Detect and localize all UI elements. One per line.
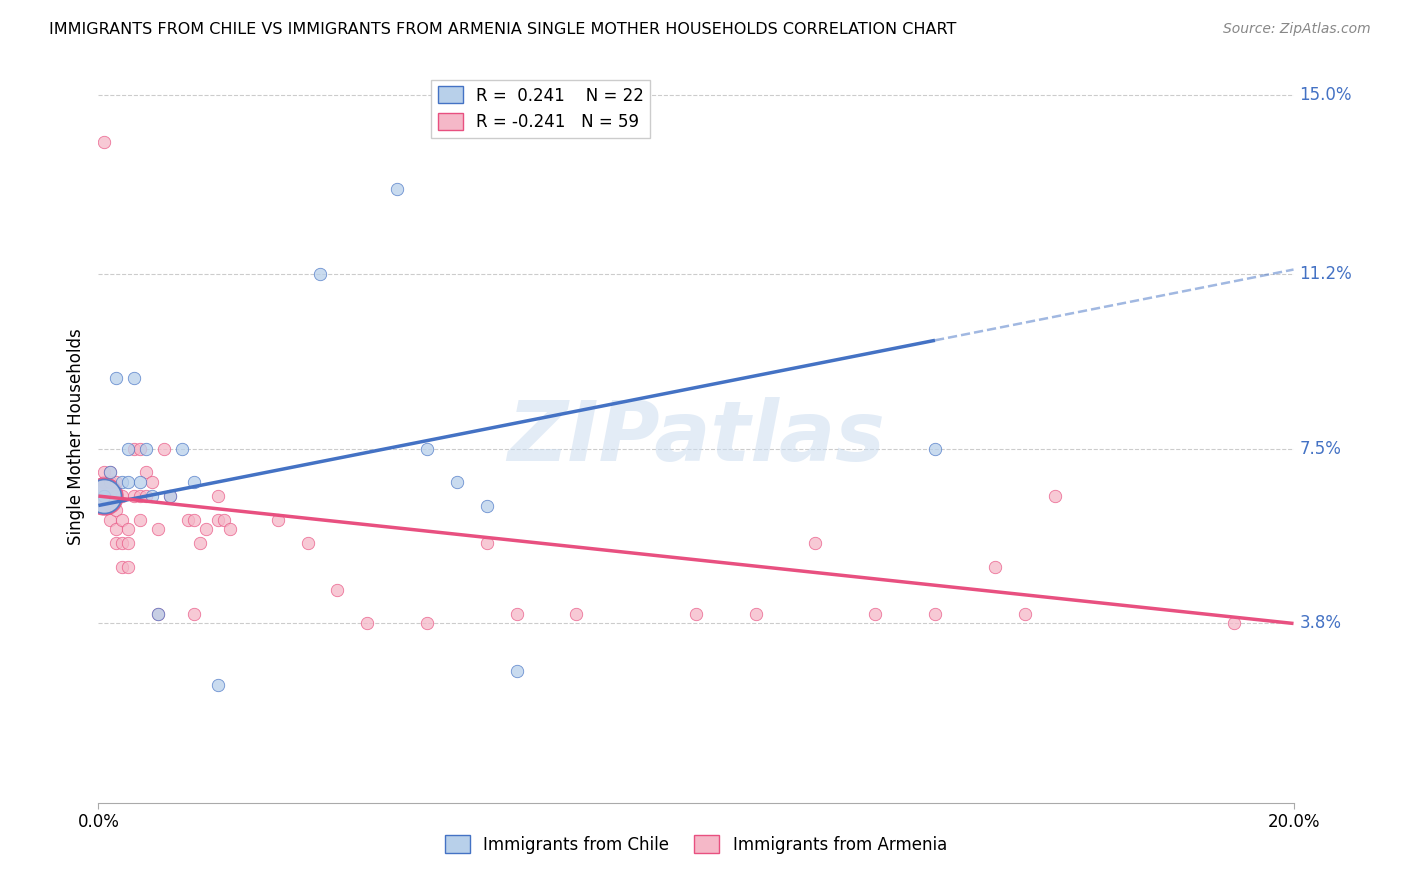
Point xyxy=(141,475,163,489)
Point xyxy=(183,607,205,621)
Point xyxy=(207,513,229,527)
Point xyxy=(111,489,134,503)
Point xyxy=(98,489,122,503)
Point xyxy=(219,522,242,536)
Point xyxy=(111,536,134,550)
Point xyxy=(93,489,115,503)
Text: 7.5%: 7.5% xyxy=(1299,440,1341,458)
Point xyxy=(297,536,319,550)
Point xyxy=(98,466,122,480)
Point xyxy=(93,489,115,503)
Point xyxy=(172,442,194,456)
Point xyxy=(111,559,134,574)
Point xyxy=(416,616,439,631)
Point xyxy=(385,182,409,196)
Point xyxy=(124,489,146,503)
Text: 11.2%: 11.2% xyxy=(1299,265,1353,284)
Point xyxy=(124,371,146,385)
Point xyxy=(183,513,205,527)
Point xyxy=(207,678,229,692)
Point xyxy=(93,475,115,489)
Y-axis label: Single Mother Households: Single Mother Households xyxy=(66,329,84,545)
Point xyxy=(141,489,163,503)
Point xyxy=(129,513,152,527)
Point xyxy=(129,475,152,489)
Point xyxy=(135,466,157,480)
Point xyxy=(177,513,200,527)
Point xyxy=(308,267,330,281)
Point xyxy=(98,513,122,527)
Point xyxy=(506,607,529,621)
Point xyxy=(93,489,115,503)
Point xyxy=(416,442,439,456)
Point xyxy=(565,607,588,621)
Point xyxy=(212,513,235,527)
Point xyxy=(105,475,128,489)
Point xyxy=(117,522,139,536)
Point xyxy=(111,513,134,527)
Point xyxy=(105,522,128,536)
Point xyxy=(105,489,128,503)
Point xyxy=(117,442,139,456)
Point xyxy=(105,503,128,517)
Text: 3.8%: 3.8% xyxy=(1299,615,1341,632)
Point xyxy=(685,607,707,621)
Legend: Immigrants from Chile, Immigrants from Armenia: Immigrants from Chile, Immigrants from A… xyxy=(439,829,953,860)
Point xyxy=(475,536,498,550)
Point xyxy=(98,499,122,513)
Point xyxy=(1014,607,1036,621)
Point xyxy=(446,475,468,489)
Point xyxy=(207,489,229,503)
Text: Source: ZipAtlas.com: Source: ZipAtlas.com xyxy=(1223,22,1371,37)
Point xyxy=(924,607,946,621)
Point xyxy=(745,607,768,621)
Point xyxy=(124,442,146,456)
Point xyxy=(153,442,176,456)
Point xyxy=(98,475,122,489)
Point xyxy=(93,466,115,480)
Point xyxy=(98,466,122,480)
Point xyxy=(129,489,152,503)
Point xyxy=(984,559,1007,574)
Point xyxy=(148,522,170,536)
Point xyxy=(865,607,887,621)
Point xyxy=(159,489,181,503)
Point xyxy=(148,607,170,621)
Point xyxy=(105,536,128,550)
Point xyxy=(1223,616,1246,631)
Text: IMMIGRANTS FROM CHILE VS IMMIGRANTS FROM ARMENIA SINGLE MOTHER HOUSEHOLDS CORREL: IMMIGRANTS FROM CHILE VS IMMIGRANTS FROM… xyxy=(49,22,956,37)
Point xyxy=(93,135,115,149)
Point xyxy=(148,607,170,621)
Point xyxy=(135,442,157,456)
Point xyxy=(135,489,157,503)
Point xyxy=(159,489,181,503)
Point xyxy=(117,536,139,550)
Point xyxy=(117,475,139,489)
Point xyxy=(117,559,139,574)
Point xyxy=(129,442,152,456)
Point xyxy=(105,371,128,385)
Point xyxy=(924,442,946,456)
Point xyxy=(188,536,211,550)
Point xyxy=(93,489,115,503)
Point xyxy=(506,664,529,678)
Point xyxy=(1043,489,1066,503)
Point xyxy=(267,513,290,527)
Point xyxy=(356,616,378,631)
Point xyxy=(195,522,218,536)
Point xyxy=(326,583,349,598)
Point xyxy=(475,499,498,513)
Point xyxy=(111,475,134,489)
Text: ZIPatlas: ZIPatlas xyxy=(508,397,884,477)
Point xyxy=(804,536,827,550)
Text: 15.0%: 15.0% xyxy=(1299,86,1353,104)
Point xyxy=(183,475,205,489)
